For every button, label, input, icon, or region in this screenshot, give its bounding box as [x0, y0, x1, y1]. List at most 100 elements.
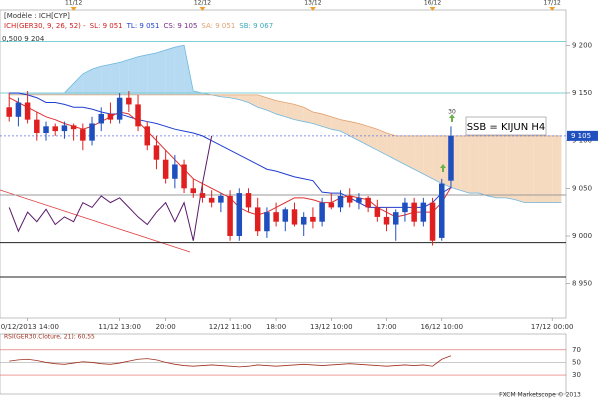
- candle-body: [208, 197, 215, 203]
- top-tick-marker: [199, 7, 206, 11]
- candle-body: [245, 193, 252, 208]
- candle-body: [153, 145, 160, 160]
- cloud-fill: [414, 135, 424, 175]
- candle-body: [181, 164, 187, 189]
- signal-arrow: [440, 164, 446, 172]
- rsi-title: RSI(GER30.Cloture, 21): 60,55: [4, 334, 95, 341]
- cloud-fill: [487, 135, 497, 198]
- cloud-fill: [101, 64, 111, 95]
- candle-body: [199, 193, 206, 198]
- legend-item: SB: 9 067: [239, 22, 273, 30]
- cloud-fill: [460, 135, 470, 194]
- current-price-label: 9 105: [571, 132, 591, 140]
- cloud-fill: [542, 135, 553, 203]
- candle-body: [43, 126, 49, 134]
- top-tick-label: 11/12: [65, 0, 82, 7]
- cloud-fill: [395, 135, 405, 165]
- cloud-fill: [165, 47, 175, 95]
- y-tick-label: 9 050: [572, 184, 592, 192]
- top-tick-label: 17/12: [544, 0, 561, 7]
- candle-body: [310, 216, 316, 222]
- cloud-fill: [533, 135, 543, 203]
- candle-body: [365, 197, 371, 208]
- cloud-fill: [524, 135, 534, 203]
- current-price-box: [567, 130, 598, 141]
- candle-body: [126, 97, 132, 105]
- legend-item: TL: 9 051: [126, 22, 160, 30]
- cloud-fill: [128, 56, 139, 95]
- candle-body: [337, 195, 344, 208]
- count-label: 30: [448, 109, 456, 116]
- signal-arrow: [449, 114, 455, 122]
- cloud-fill: [147, 52, 157, 95]
- cloud-fill: [496, 135, 507, 198]
- cloud-fill: [340, 119, 350, 136]
- x-tick-label: 18:00: [266, 323, 286, 331]
- top-tick-marker: [429, 7, 436, 11]
- cloud-fill: [506, 135, 516, 200]
- candle-body: [438, 183, 445, 238]
- rsi-tick-label: 70: [572, 346, 581, 354]
- top-tick-marker: [70, 7, 77, 11]
- cloud-fill: [156, 50, 166, 95]
- cloud-fill: [92, 66, 102, 95]
- cloud-fill: [432, 135, 442, 184]
- cloud-fill: [552, 135, 562, 203]
- y-tick-label: 9 150: [572, 89, 592, 97]
- candle-body: [282, 209, 289, 222]
- fib-label: 0,500 9 204: [2, 35, 45, 43]
- x-tick-label: 12/12 11:00: [209, 323, 252, 331]
- candle-body: [374, 207, 381, 217]
- cloud-fill: [303, 107, 313, 124]
- rsi-tick-label: 50: [572, 358, 581, 366]
- cloud-fill: [138, 54, 148, 95]
- rsi-tick-label: 30: [572, 371, 581, 379]
- candle-body: [15, 102, 22, 117]
- candle-body: [6, 107, 12, 117]
- top-tick-label: 12/12: [194, 0, 211, 7]
- legend-item: CS: 9 105: [163, 22, 197, 30]
- candle-body: [52, 126, 58, 132]
- top-tick-label: 16/12: [424, 0, 441, 7]
- candle-body: [98, 113, 104, 124]
- candle-body: [70, 125, 77, 130]
- candle-body: [61, 125, 68, 132]
- cloud-fill: [276, 100, 286, 117]
- candle-body: [162, 159, 169, 179]
- annotation: SSB = KIJUN H4: [467, 122, 546, 133]
- rsi-panel: [0, 333, 567, 395]
- cloud-fill: [386, 133, 396, 160]
- y-tick-label: 9 000: [572, 232, 592, 240]
- cloud-fill: [285, 102, 295, 120]
- cloud-fill: [239, 94, 249, 103]
- candle-body: [291, 209, 298, 225]
- x-tick-label: 16/12 10:00: [420, 323, 463, 331]
- candle-body: [448, 135, 454, 181]
- candle-body: [402, 202, 408, 213]
- candle-body: [328, 202, 335, 208]
- cloud-fill: [257, 94, 267, 111]
- cloud-fill: [110, 62, 120, 95]
- x-tick-label: 20:00: [156, 323, 176, 331]
- model-label: [Modèle : ICH[CYP]: [4, 12, 70, 20]
- top-tick-marker: [309, 7, 316, 11]
- trend-line: [0, 189, 191, 253]
- legend-item: SL: 9 051: [90, 22, 123, 30]
- cloud-fill: [322, 113, 332, 130]
- cloud-fill: [119, 59, 129, 95]
- footer: FXCM Marketscope © 2013: [499, 392, 581, 399]
- candle-body: [429, 202, 436, 241]
- candle-body: [300, 216, 307, 225]
- candle-body: [356, 197, 362, 203]
- candle-body: [89, 123, 95, 141]
- cloud-fill: [404, 135, 415, 170]
- x-tick-label: 11/12 13:00: [98, 323, 141, 331]
- cloud-fill: [174, 45, 185, 95]
- candle-body: [254, 207, 261, 232]
- indicator-legend: ICH(GER30, 9, 26, 52) - SL: 9 051 TL: 9 05…: [4, 22, 273, 30]
- cloud-fill: [469, 135, 479, 194]
- candle-body: [107, 113, 114, 120]
